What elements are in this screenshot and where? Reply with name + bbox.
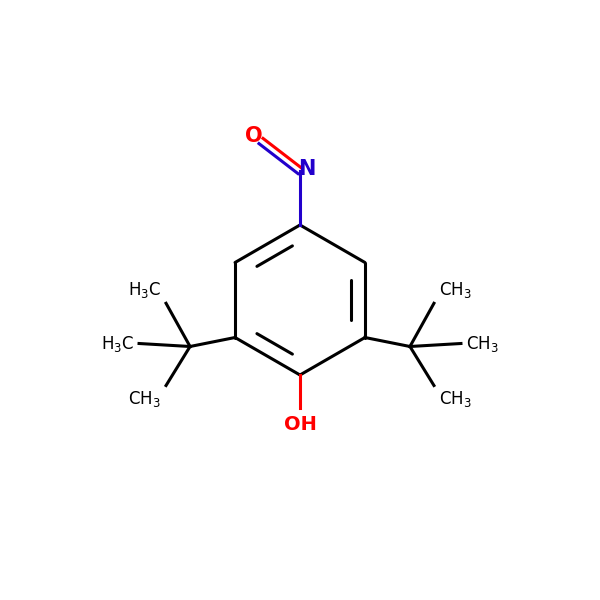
Text: CH$_3$: CH$_3$	[439, 389, 472, 409]
Text: H$_3$C: H$_3$C	[101, 334, 134, 353]
Text: CH$_3$: CH$_3$	[128, 389, 161, 409]
Text: CH$_3$: CH$_3$	[466, 334, 499, 353]
Text: CH$_3$: CH$_3$	[439, 280, 472, 300]
Text: H$_3$C: H$_3$C	[128, 280, 161, 300]
Text: O: O	[245, 126, 263, 146]
Text: OH: OH	[284, 415, 316, 434]
Text: N: N	[299, 158, 316, 179]
